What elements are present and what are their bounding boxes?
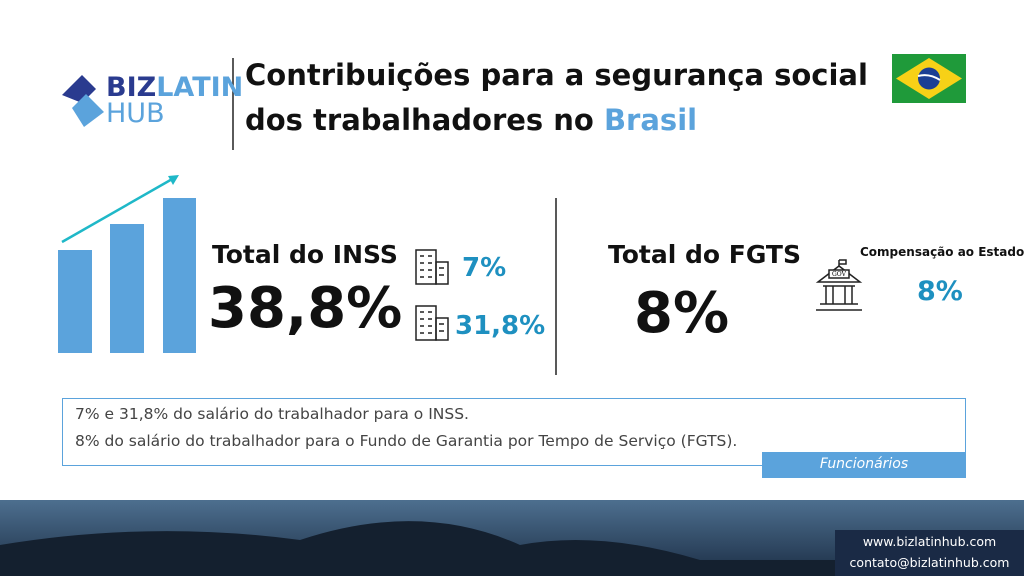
notes-tag: Funcionários bbox=[819, 456, 909, 472]
inss-part: 31,8% bbox=[455, 311, 546, 341]
title: dos trabalhadores no Brasil bbox=[245, 103, 697, 137]
note-line: 8% do salário do trabalhador para o Fund… bbox=[75, 432, 738, 450]
inss-part: 7% bbox=[462, 253, 507, 283]
logo-icon bbox=[62, 75, 104, 127]
title: Contribuições para a segurança social bbox=[245, 58, 868, 92]
logo-text: LATIN bbox=[156, 72, 244, 103]
logo-text: HUB bbox=[106, 98, 165, 129]
building-icon bbox=[415, 249, 449, 285]
logo: BIZLATIN bbox=[106, 72, 243, 103]
fgts-total: 8% bbox=[634, 281, 730, 346]
footer-box bbox=[835, 530, 1024, 576]
fgts-label: Total do FGTS bbox=[608, 240, 801, 269]
notes-box bbox=[62, 398, 966, 466]
title-text: dos trabalhadores no bbox=[245, 103, 594, 137]
fgts-note-value: 8% bbox=[917, 276, 963, 307]
title-highlight: Brasil bbox=[603, 103, 698, 137]
growth-icon bbox=[58, 175, 196, 353]
note-line: 7% e 31,8% do salário do trabalhador par… bbox=[75, 405, 469, 423]
brazil-flag bbox=[892, 54, 966, 103]
mountains bbox=[0, 521, 1024, 576]
logo-text: BIZ bbox=[106, 72, 157, 103]
icon-label: GOV bbox=[832, 271, 847, 278]
gov-icon bbox=[815, 259, 863, 311]
footer-email: contato@bizlatinhub.com bbox=[849, 555, 1010, 570]
fgts-note: Compensação ao Estado bbox=[860, 245, 1024, 259]
building-icon bbox=[415, 305, 449, 341]
inss-total: 38,8% bbox=[208, 276, 403, 341]
tag-box bbox=[762, 452, 966, 478]
inss-label: Total do INSS bbox=[212, 240, 398, 269]
footer-website: www.bizlatinhub.com bbox=[862, 534, 997, 549]
